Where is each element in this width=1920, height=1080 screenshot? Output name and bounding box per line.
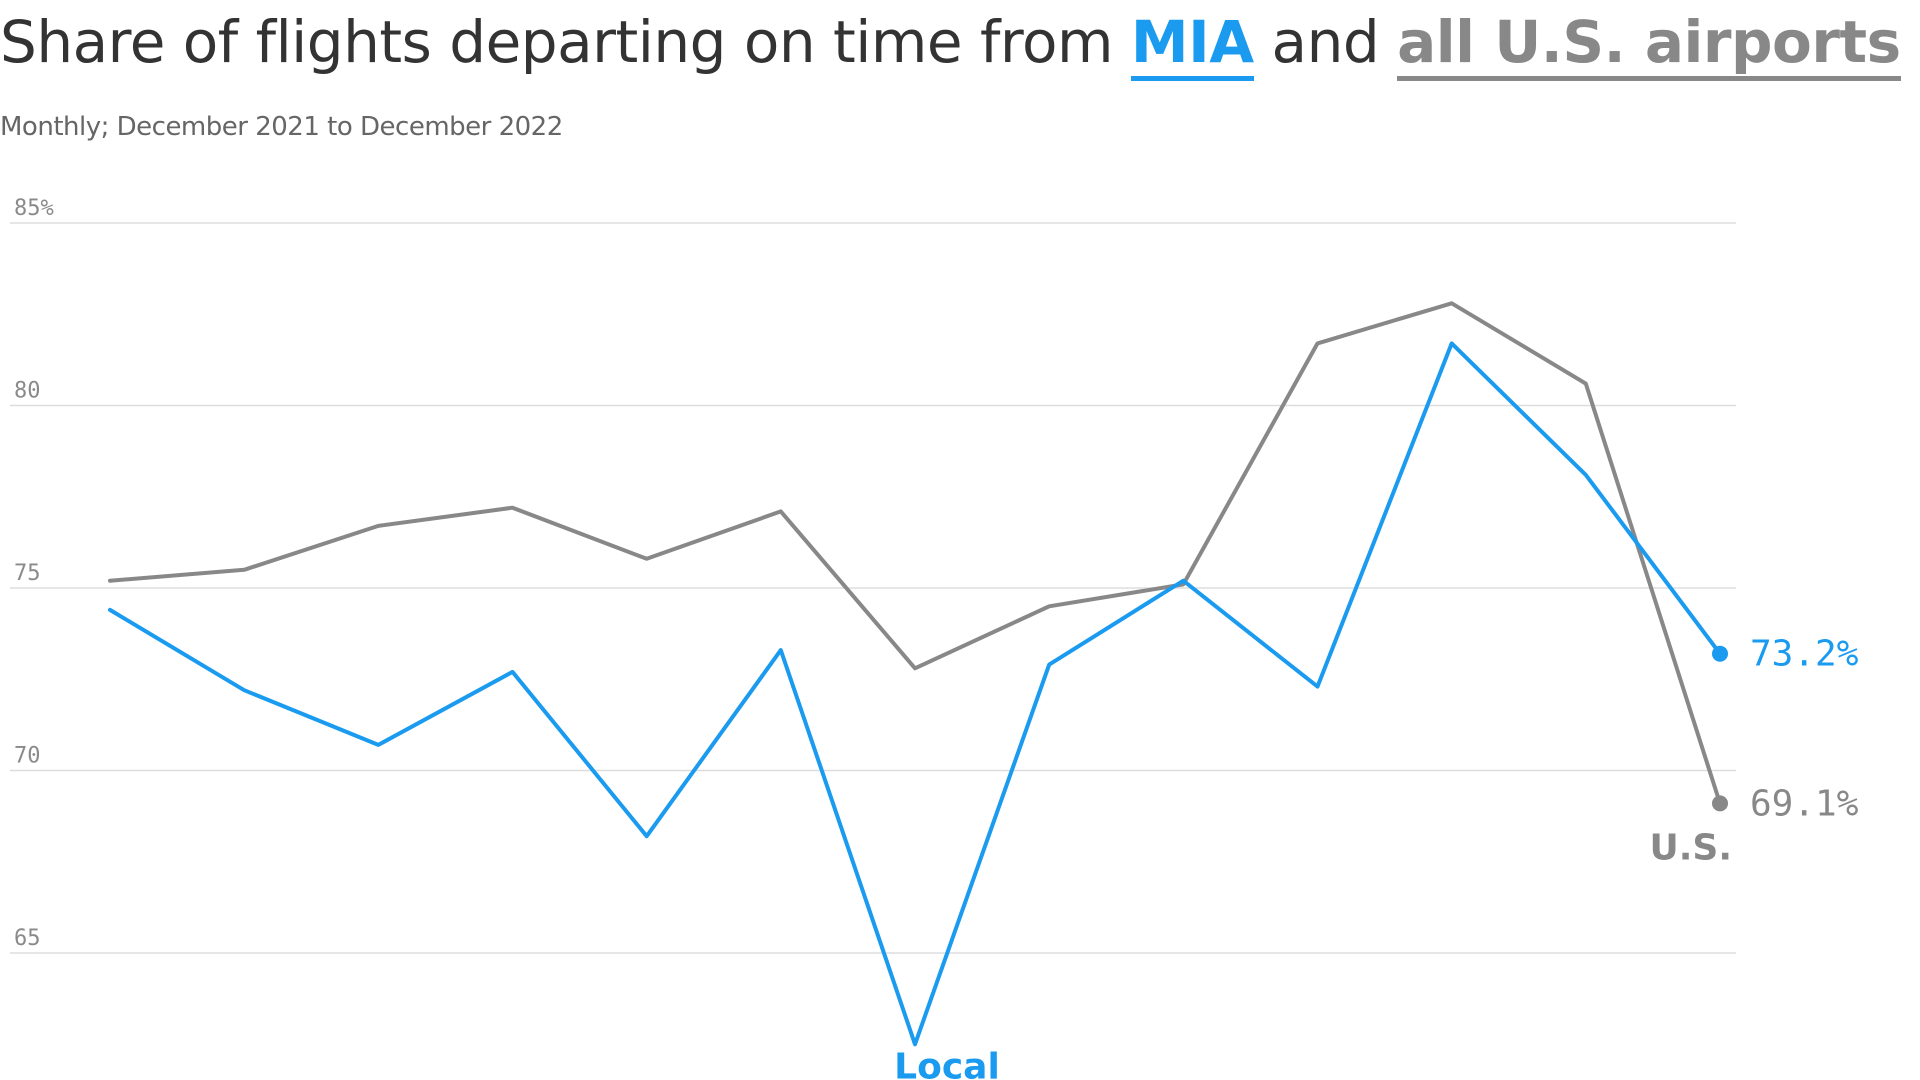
series-labels: 69.1% 73.2% U.S. Local	[894, 634, 1859, 1080]
series-name-label-us: U.S.	[1649, 827, 1732, 868]
y-tick-label-65: 65	[14, 926, 41, 951]
chart-subtitle: Monthly; December 2021 to December 2022	[0, 112, 563, 142]
end-value-label-mia: 73.2%	[1750, 634, 1859, 675]
gridlines	[10, 222, 1736, 954]
title-text-start: Share of flights departing on time from	[0, 8, 1131, 76]
y-tick-label-75: 75	[14, 561, 41, 586]
title-key-mia: MIA	[1130, 8, 1254, 81]
y-tick-label-80: 80	[14, 379, 41, 404]
y-tick-label-85: 85%	[14, 196, 54, 221]
end-value-label-us: 69.1%	[1750, 783, 1859, 824]
series-line-mia	[108, 341, 1722, 1047]
end-point-us	[1712, 795, 1728, 812]
y-tick-label-70: 70	[14, 744, 41, 769]
end-point-mia	[1712, 645, 1728, 662]
chart-title: Share of flights departing on time from …	[0, 6, 1901, 81]
y-axis-ticks: 65 70 75 80 85%	[14, 196, 54, 951]
title-key-us: all U.S. airports	[1397, 8, 1901, 81]
series-lines	[108, 301, 1728, 1047]
series-line-us	[108, 301, 1722, 806]
title-text-middle: and	[1253, 8, 1398, 76]
series-name-label-mia: Local	[894, 1046, 1000, 1080]
